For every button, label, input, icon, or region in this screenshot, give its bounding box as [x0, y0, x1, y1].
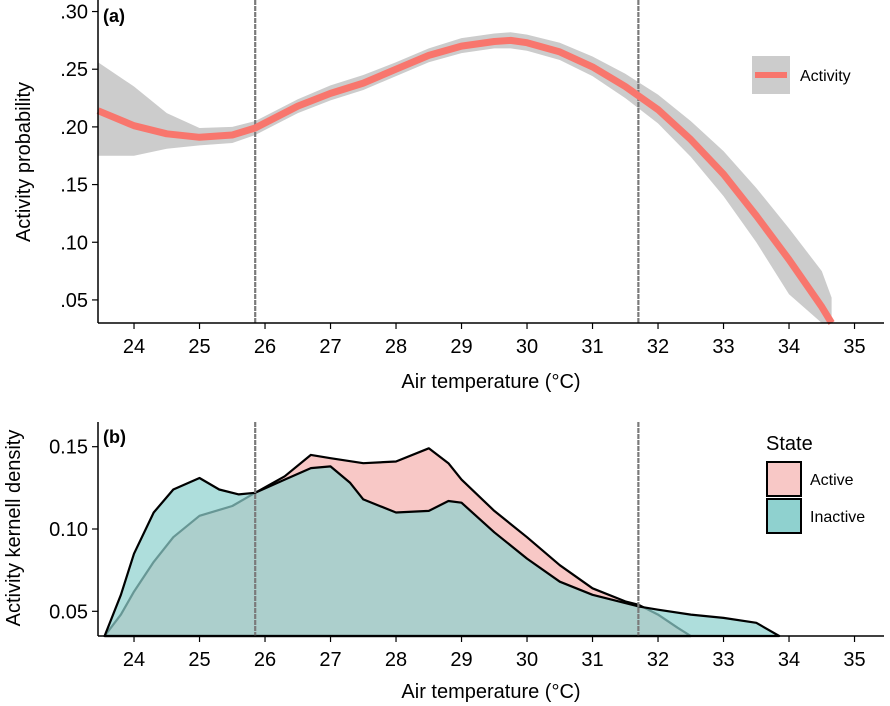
- x-ticks: 24 25 26 27 28 29 30 31 32 33 34 35: [123, 323, 866, 358]
- x-tick-label: 32: [647, 336, 669, 358]
- y-tick-label: 0.10: [49, 519, 88, 541]
- x-tick-label: 28: [385, 336, 407, 358]
- legend: State Active Inactive: [766, 433, 865, 534]
- y-tick-label: 0.15: [49, 437, 88, 459]
- x-tick-label: 34: [778, 336, 800, 358]
- x-tick-label: 33: [712, 649, 734, 671]
- panel-label: (b): [103, 427, 126, 447]
- x-tick-label: 31: [581, 336, 603, 358]
- y-tick-label: .20: [60, 117, 88, 139]
- x-tick-label: 24: [123, 336, 145, 358]
- legend-key-inactive: [766, 498, 802, 534]
- y-axis-title: Activity probability: [13, 82, 35, 242]
- y-tick-label: 0.05: [49, 601, 88, 623]
- threshold-lines: [254, 422, 640, 636]
- x-axis-title: Air temperature (°C): [401, 371, 580, 393]
- x-tick-label: 33: [712, 336, 734, 358]
- x-tick-label: 30: [516, 336, 538, 358]
- y-tick-label: .30: [60, 2, 88, 24]
- x-tick-label: 25: [188, 336, 210, 358]
- x-ticks: 24 25 26 27 28 29 30 31 32 33 34 35: [123, 636, 866, 671]
- x-tick-label: 31: [581, 649, 603, 671]
- x-tick-label: 32: [647, 649, 669, 671]
- y-ticks: .05 .10 .15 .20 .25 .30: [60, 2, 98, 312]
- legend-label: Activity: [800, 68, 851, 85]
- x-tick-label: 25: [188, 649, 210, 671]
- x-tick-label: 30: [516, 649, 538, 671]
- x-tick-label: 26: [254, 649, 276, 671]
- x-tick-label: 27: [319, 649, 341, 671]
- confidence-ribbon: [98, 32, 832, 324]
- y-tick-label: .10: [60, 232, 88, 254]
- x-tick-label: 26: [254, 336, 276, 358]
- x-tick-label: 29: [450, 649, 472, 671]
- x-tick-label: 35: [843, 649, 865, 671]
- legend-label: Active: [810, 472, 854, 489]
- y-tick-label: .05: [60, 290, 88, 312]
- x-tick-label: 34: [778, 649, 800, 671]
- y-tick-label: .15: [60, 175, 88, 197]
- x-axis-title: Air temperature (°C): [401, 681, 580, 703]
- x-tick-label: 27: [319, 336, 341, 358]
- confidence-band: [98, 32, 832, 324]
- legend: Activity: [752, 56, 851, 94]
- panel-a: (a) 24 25 26 27 28 29 30 31 32 33 34 35 .05 .10 .15 .2…: [13, 0, 884, 393]
- legend-key-active: [766, 461, 802, 497]
- y-tick-label: .25: [60, 59, 88, 81]
- y-axis-title: Activity kernell density: [3, 430, 25, 627]
- y-ticks: 0.05 0.10 0.15: [49, 437, 98, 623]
- axes: [97, 0, 884, 324]
- x-tick-label: 28: [385, 649, 407, 671]
- panel-label: (a): [103, 6, 125, 26]
- activity-line: [96, 36, 835, 325]
- series-lines: [96, 36, 835, 325]
- x-tick-label: 35: [843, 336, 865, 358]
- x-tick-label: 29: [450, 336, 472, 358]
- inactive-density-area: [103, 465, 781, 638]
- x-tick-label: 24: [123, 649, 145, 671]
- panel-b: (b) 24 25 26 27 28 29 30 31 32 33 34 35 0.05 0.10 0.1…: [3, 422, 884, 703]
- density-areas: [103, 447, 781, 638]
- legend-title: State: [766, 433, 813, 455]
- legend-label: Inactive: [810, 509, 865, 526]
